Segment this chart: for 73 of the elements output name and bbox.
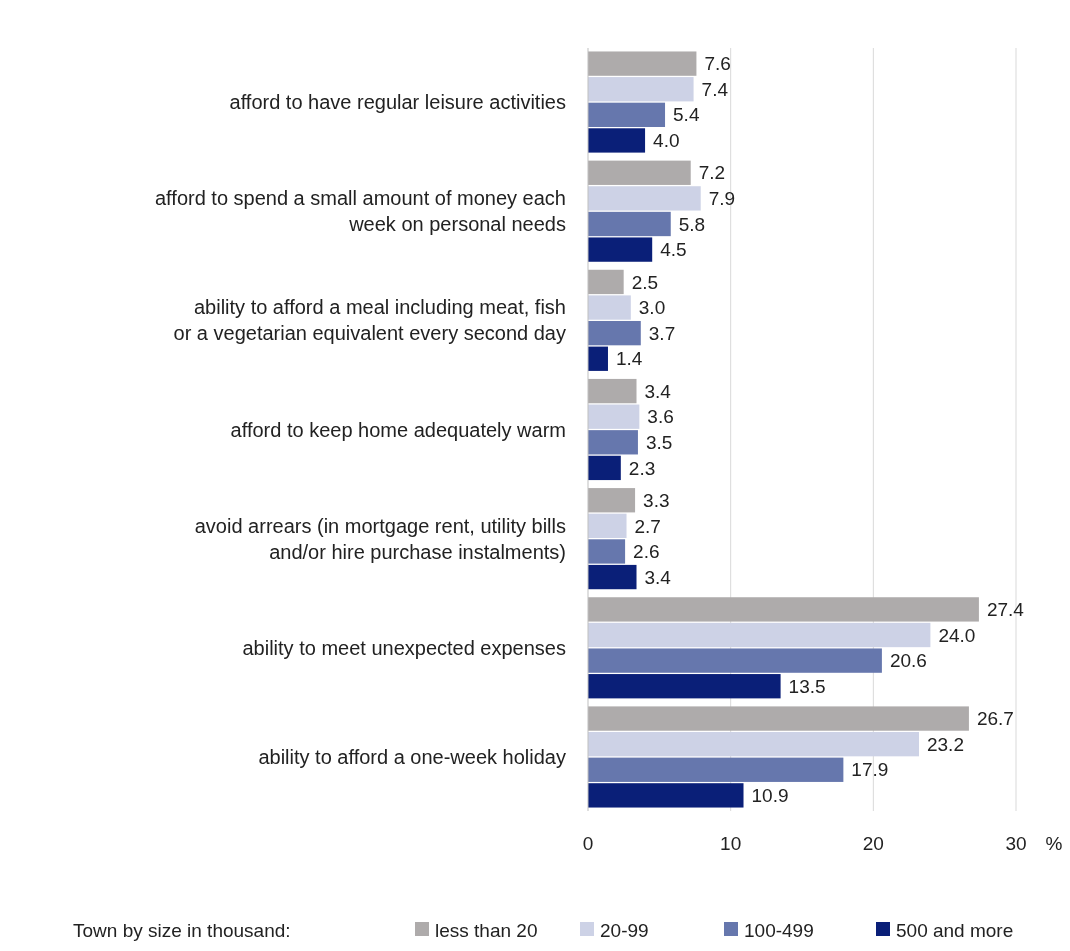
bar <box>588 622 931 648</box>
data-label: 7.2 <box>698 162 726 184</box>
bar <box>588 269 624 295</box>
x-tick-label: 10 <box>720 833 742 854</box>
bar <box>588 513 627 539</box>
bar <box>588 346 608 371</box>
bar <box>588 757 844 782</box>
data-label: 17.9 <box>851 759 889 781</box>
data-label: 2.7 <box>634 515 661 537</box>
data-label: 27.4 <box>986 599 1025 621</box>
legend-label: 20-99 <box>600 919 649 941</box>
data-label: 23.2 <box>926 733 964 755</box>
data-label: 13.5 <box>788 675 826 697</box>
data-label: 4.0 <box>653 130 680 152</box>
bar <box>588 102 666 127</box>
data-label: 5.8 <box>678 213 706 235</box>
bar <box>588 539 626 564</box>
bar <box>588 674 781 699</box>
bar <box>588 455 621 481</box>
y-tick-label: avoid arrears (in mortgage rent, utility bills and/or hire purchase instalments) <box>194 514 566 563</box>
y-tick-label: ability to afford a one-week holiday <box>258 745 566 768</box>
bar <box>588 237 653 262</box>
data-label: 24.0 <box>938 624 976 646</box>
data-label: 3.6 <box>647 406 674 428</box>
bar <box>588 706 969 731</box>
data-label: 10.9 <box>751 785 789 807</box>
bar <box>588 51 697 76</box>
bar <box>588 378 637 404</box>
data-label: 3.5 <box>645 431 673 453</box>
data-label: 20.6 <box>889 650 927 672</box>
y-tick-label: afford to spend a small amount of money each week on personal needs <box>155 187 566 236</box>
data-label: 3.4 <box>644 566 672 588</box>
data-label: 3.3 <box>643 489 670 511</box>
data-label: 1.4 <box>615 348 643 370</box>
bar <box>588 295 631 320</box>
bar <box>588 430 638 455</box>
legend-label: 100-499 <box>744 919 814 941</box>
legend-title: Town by size in thousand: <box>73 919 291 941</box>
bar <box>588 783 744 808</box>
y-tick-label: ability to afford a meal including meat, fish or a vegetarian equivalent every second day <box>173 296 566 345</box>
data-label: 26.7 <box>976 708 1014 730</box>
bar <box>588 320 641 346</box>
x-tick-label: 20 <box>862 833 884 854</box>
bar <box>588 564 637 590</box>
data-label: 7.9 <box>708 188 736 210</box>
bar <box>588 77 694 102</box>
x-axis-title: % <box>1045 833 1063 854</box>
data-label: 7.4 <box>701 78 729 100</box>
bar <box>588 211 671 237</box>
data-label: 3.7 <box>648 322 676 344</box>
data-label: 3.4 <box>644 380 672 402</box>
legend-label: 500 and more <box>896 919 1014 941</box>
data-label: 2.3 <box>628 457 656 479</box>
data-label: 5.4 <box>673 104 700 126</box>
data-label: 3.0 <box>638 297 666 319</box>
data-label: 7.6 <box>704 53 731 75</box>
x-tick-label: 30 <box>1005 833 1027 854</box>
bar <box>588 488 636 513</box>
x-tick-label: 0 <box>582 833 594 854</box>
bar <box>588 404 640 429</box>
bar <box>588 597 979 622</box>
data-label: 4.5 <box>660 239 687 261</box>
bar <box>588 648 882 673</box>
bar <box>588 128 646 153</box>
data-label: 2.6 <box>633 541 660 563</box>
legend-label: less than 20 <box>435 919 538 941</box>
bar <box>588 186 701 211</box>
y-tick-label: afford to have regular leisure activities <box>229 91 566 114</box>
y-tick-label: afford to keep home adequately warm <box>230 418 566 441</box>
data-label: 2.5 <box>631 271 659 293</box>
bar <box>588 160 691 185</box>
y-tick-label: ability to meet unexpected expenses <box>242 636 566 659</box>
bar <box>588 732 919 757</box>
